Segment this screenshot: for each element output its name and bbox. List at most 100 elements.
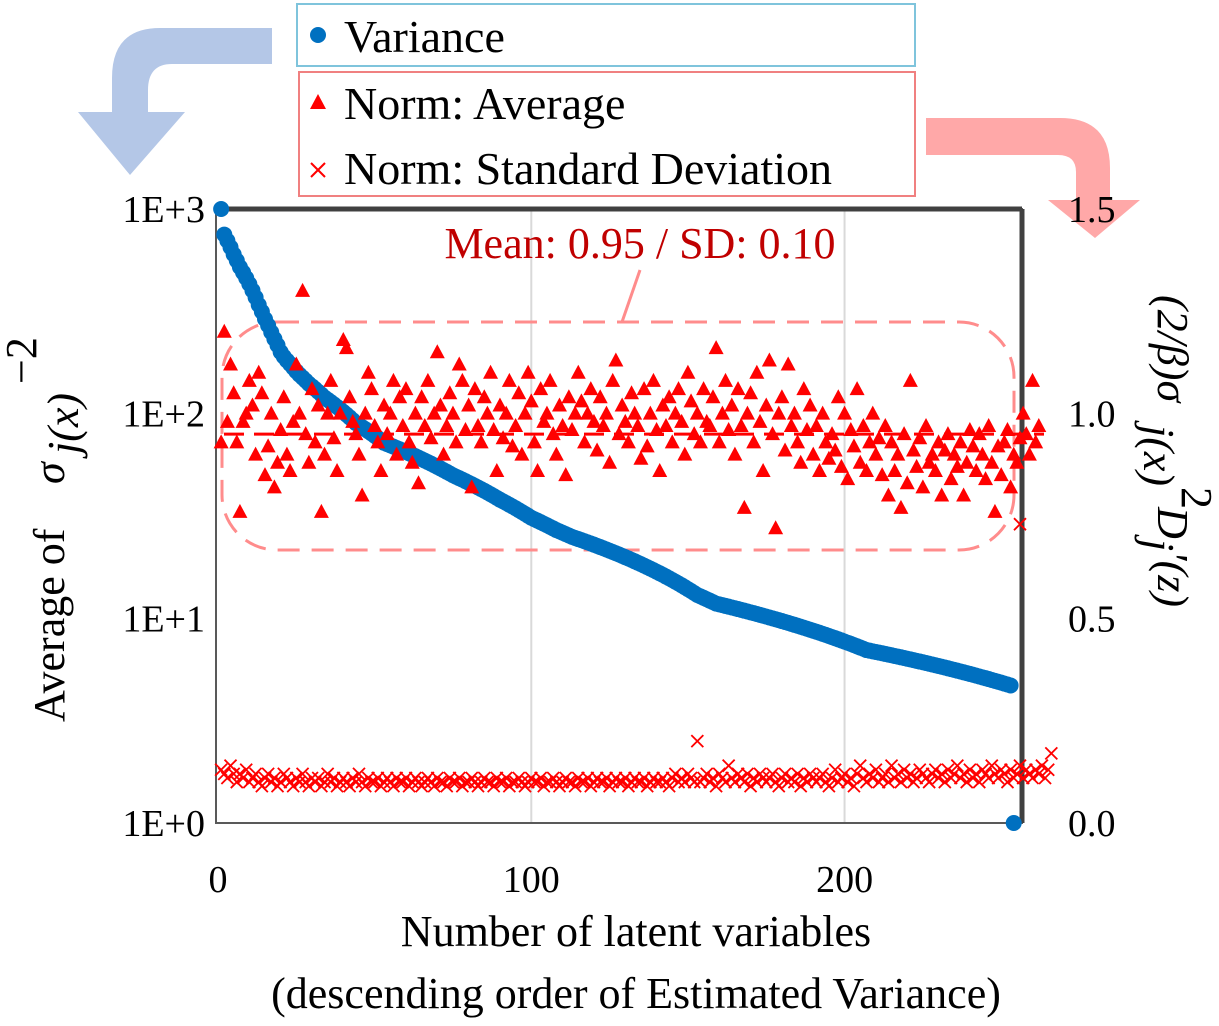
x-tick-label: 0 [209,859,228,901]
norm-average-point [298,426,314,441]
norm-average-point [476,389,492,404]
norm-sd-point [230,775,244,789]
norm-average-point [639,438,655,453]
norm-sd-point [574,775,589,789]
norm-average-point [658,417,674,432]
norm-sd-point [963,763,977,777]
norm-sd-point [985,759,999,773]
norm-average-point [423,430,439,445]
norm-average-point [896,426,912,441]
norm-average-point [429,344,445,359]
norm-sd-point [878,767,892,781]
norm-average-point [918,417,934,432]
norm-average-point [583,381,599,396]
legend-triangle-marker [310,94,326,109]
norm-average-point [508,417,524,432]
norm-average-point [342,389,358,404]
norm-average-point [254,385,270,400]
norm-average-point [564,422,580,437]
norm-average-point [367,417,383,432]
norm-average-point [711,434,727,449]
norm-average-point [912,430,928,445]
norm-average-point [915,479,931,494]
x-tick-label: 100 [503,859,560,901]
norm-average-point [492,397,508,412]
norm-sd-point [728,775,742,789]
norm-sd-point [909,771,924,785]
norm-sd-point [499,771,513,785]
norm-average-point [746,434,762,449]
norm-sd-point [1003,763,1018,777]
norm-average-point [219,413,235,428]
norm-average-point [279,446,295,461]
norm-sd-point [825,771,839,785]
norm-average-point [551,397,567,412]
norm-average-point [661,389,677,404]
norm-sd-point [393,775,407,789]
norm-sd-point [903,767,917,781]
norm-average-point [213,434,229,449]
norm-average-point [351,446,367,461]
legend-circle-marker [310,27,326,43]
norm-average-point [943,471,959,486]
norm-average-point [1021,446,1037,461]
norm-average-point [761,352,777,367]
norm-average-point [696,381,712,396]
norm-average-point [398,381,414,396]
norm-average-point [962,422,978,437]
norm-average-point [401,434,417,449]
norm-average-point [445,405,461,420]
norm-average-point [971,426,987,441]
norm-average-point [608,352,624,367]
norm-average-point [987,503,1003,518]
norm-average-point [686,426,702,441]
norm-sd-point [706,771,720,785]
norm-average-point [323,372,339,387]
norm-average-point [226,385,242,400]
norm-average-point [320,405,336,420]
norm-average-point [523,393,539,408]
norm-average-point [921,454,937,469]
norm-average-point [786,405,802,420]
norm-average-point [329,462,345,477]
norm-average-point [489,462,505,477]
norm-average-point [216,323,232,338]
norm-average-point [774,389,790,404]
y-right-tick-label: 0.5 [1068,598,1116,640]
variance-point [1002,677,1019,694]
norm-sd-point [239,763,253,777]
mean-sd-annotation: Mean: 0.95 / SD: 0.10 [444,219,835,268]
norm-sd-point [236,771,250,785]
norm-average-point [758,397,774,412]
norm-average-point [442,385,458,400]
norm-sd-point [891,767,905,781]
norm-sd-point [837,767,852,781]
norm-sd-point [286,779,300,793]
norm-average-point [598,405,614,420]
norm-average-point [461,397,477,412]
norm-average-point [370,434,386,449]
norm-average-point [736,499,752,514]
svg-text:Norm: Average: Norm: Average [344,78,625,129]
norm-average-point [291,405,307,420]
norm-average-point [934,487,950,502]
norm-average-point [348,426,364,441]
norm-sd-point [534,771,548,785]
norm-average-point [749,364,765,379]
norm-average-point [232,503,248,518]
norm-average-point [993,467,1009,482]
norm-sd-point [956,767,971,781]
norm-average-point [1031,417,1047,432]
norm-sd-point [844,771,858,785]
y-right-text: (2/β)σ [1148,295,1197,404]
svg-text:Variance: Variance [344,11,505,62]
norm-average-point [968,462,984,477]
norm-average-point [884,434,900,449]
norm-sd-point [1035,759,1049,773]
norm-average-point [893,499,909,514]
norm-average-point [780,356,796,371]
norm-sd-point [1010,767,1024,781]
norm-sd-point [527,775,542,789]
norm-average-point [586,413,602,428]
y-right-tail-end: ′(z) [1148,551,1197,607]
